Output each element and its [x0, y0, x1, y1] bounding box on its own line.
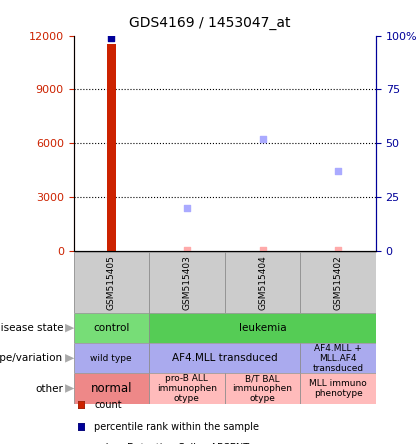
Bar	[300, 373, 376, 404]
Bar	[149, 343, 300, 373]
Polygon shape	[65, 324, 74, 333]
Text: pro-B ALL
immunophen
otype: pro-B ALL immunophen otype	[157, 374, 217, 403]
Point	[335, 246, 341, 254]
Bar	[74, 252, 149, 313]
Text: B/T BAL
immunophen
otype: B/T BAL immunophen otype	[233, 374, 292, 403]
Text: GSM515402: GSM515402	[333, 255, 343, 310]
Text: GSM515404: GSM515404	[258, 255, 267, 310]
Bar	[149, 252, 225, 313]
Text: GSM515405: GSM515405	[107, 255, 116, 310]
Text: other: other	[35, 384, 63, 393]
Text: leukemia: leukemia	[239, 323, 286, 333]
Bar	[225, 373, 300, 404]
Text: count: count	[94, 400, 122, 410]
Point	[108, 34, 115, 41]
Point	[259, 135, 266, 143]
Text: GSM515403: GSM515403	[182, 255, 192, 310]
Text: disease state: disease state	[0, 323, 63, 333]
Text: control: control	[93, 323, 129, 333]
Text: GDS4169 / 1453047_at: GDS4169 / 1453047_at	[129, 16, 291, 30]
Text: wild type: wild type	[90, 354, 132, 363]
Text: genotype/variation: genotype/variation	[0, 353, 63, 363]
Polygon shape	[65, 354, 74, 363]
Bar	[74, 373, 149, 404]
Bar	[225, 252, 300, 313]
Bar	[300, 343, 376, 373]
Point	[335, 168, 341, 175]
Bar	[149, 373, 225, 404]
Point	[259, 246, 266, 254]
Polygon shape	[65, 384, 74, 393]
Text: value, Detection Call = ABSENT: value, Detection Call = ABSENT	[94, 443, 249, 444]
Bar	[74, 313, 149, 343]
Point	[184, 246, 190, 254]
Bar	[74, 343, 149, 373]
Bar	[149, 313, 376, 343]
Text: percentile rank within the sample: percentile rank within the sample	[94, 422, 260, 432]
Bar	[107, 44, 116, 251]
Text: AF4.MLL +
MLL.AF4
transduced: AF4.MLL + MLL.AF4 transduced	[312, 344, 364, 373]
Text: MLL immuno
phenotype: MLL immuno phenotype	[309, 379, 367, 398]
Text: AF4.MLL transduced: AF4.MLL transduced	[172, 353, 278, 363]
Point	[184, 204, 190, 211]
Text: normal: normal	[91, 382, 132, 395]
Bar	[300, 252, 376, 313]
